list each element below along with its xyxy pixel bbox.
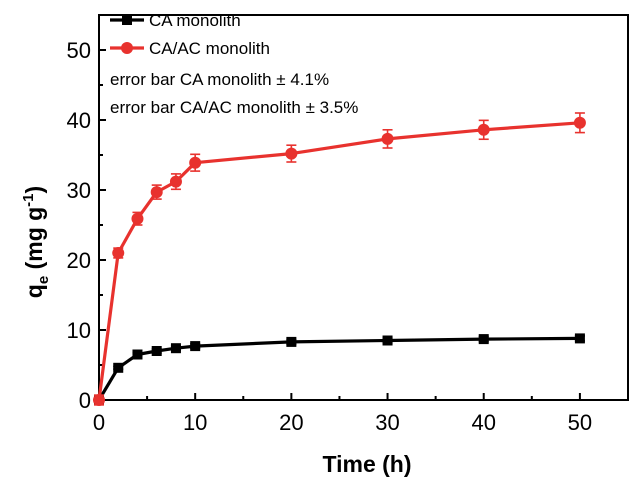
series-ca-ac-monolith bbox=[93, 112, 586, 406]
data-point bbox=[573, 116, 586, 129]
series-layer bbox=[93, 112, 586, 406]
x-tick-label: 30 bbox=[375, 410, 399, 435]
series-ca-monolith bbox=[94, 333, 585, 405]
data-point bbox=[170, 343, 181, 354]
y-tick-label: 20 bbox=[67, 248, 91, 273]
data-point bbox=[113, 362, 124, 373]
y-axis-title-symbol: q bbox=[21, 284, 47, 298]
data-point bbox=[189, 156, 202, 169]
legend-marker-ca-monolith bbox=[122, 15, 132, 25]
y-axis: 0 10 20 30 40 50 bbox=[67, 38, 106, 413]
data-point bbox=[574, 333, 585, 344]
y-tick-label: 50 bbox=[67, 38, 91, 63]
x-axis: 0 10 20 30 40 50 bbox=[93, 393, 592, 435]
y-axis-title-exponent: -1 bbox=[20, 193, 37, 206]
legend-label-ca-monolith: CA monolith bbox=[149, 11, 241, 30]
x-tick-label: 10 bbox=[183, 410, 207, 435]
data-point bbox=[477, 123, 490, 136]
x-tick-label: 20 bbox=[279, 410, 303, 435]
axes bbox=[98, 14, 629, 401]
y-tick-label: 30 bbox=[67, 178, 91, 203]
data-point bbox=[381, 132, 394, 145]
data-point bbox=[150, 186, 163, 199]
series-line-ca-ac-monolith bbox=[97, 121, 581, 401]
data-point bbox=[151, 346, 162, 356]
error-bar-note-ca-ac: error bar CA/AC monolith ± 3.5% bbox=[110, 98, 358, 117]
y-tick-label: 10 bbox=[67, 318, 91, 343]
y-axis-title-close: ) bbox=[21, 186, 47, 194]
legend-item-ca-ac-monolith: CA/AC monolith bbox=[110, 39, 270, 58]
data-point bbox=[286, 336, 297, 347]
data-point bbox=[131, 212, 144, 225]
series-line-ca-monolith bbox=[97, 336, 580, 401]
legend-marker-ca-ac-monolith bbox=[121, 42, 133, 54]
legend-item-ca-monolith: CA monolith bbox=[110, 11, 241, 30]
x-tick-label: 0 bbox=[93, 410, 105, 435]
data-point bbox=[93, 394, 105, 406]
data-point bbox=[285, 147, 298, 160]
data-point bbox=[190, 341, 201, 352]
error-bar-note-ca: error bar CA monolith ± 4.1% bbox=[110, 70, 329, 89]
y-axis-title-units: (mg g bbox=[21, 207, 47, 276]
y-tick-label: 40 bbox=[67, 108, 91, 133]
legend-label-ca-ac-monolith: CA/AC monolith bbox=[149, 39, 270, 58]
y-axis-title-subscript: e bbox=[35, 276, 52, 284]
data-point bbox=[382, 335, 393, 346]
data-point bbox=[132, 349, 143, 360]
x-tick-label: 40 bbox=[471, 410, 495, 435]
data-point bbox=[112, 247, 125, 259]
x-tick-label: 50 bbox=[568, 410, 592, 435]
x-axis-title: Time (h) bbox=[322, 451, 411, 477]
data-point bbox=[169, 175, 182, 188]
data-point bbox=[478, 334, 489, 345]
legend: CA monolith CA/AC monolith error bar CA … bbox=[110, 11, 358, 117]
y-tick-label: 0 bbox=[79, 388, 91, 413]
plot-frame bbox=[98, 14, 629, 401]
y-axis-title: qe (mg g-1) bbox=[20, 186, 52, 298]
